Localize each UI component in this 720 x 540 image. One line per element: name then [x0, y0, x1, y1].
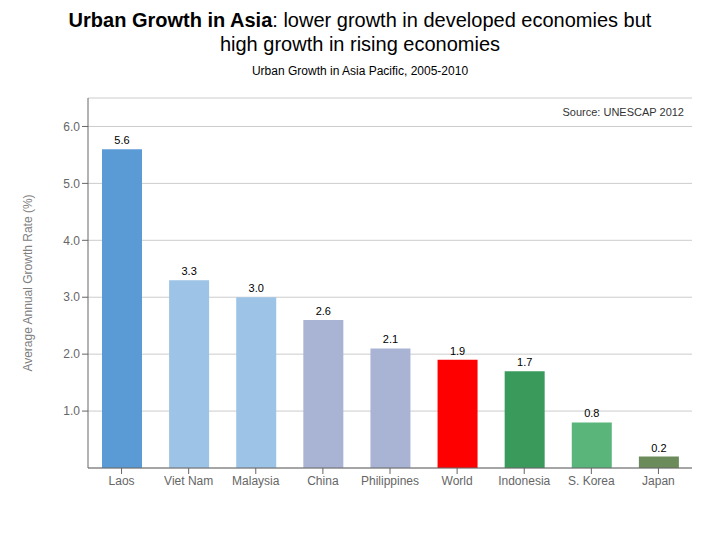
svg-text:2.6: 2.6	[316, 305, 331, 317]
html-text:Source: UNESCAP 2012: Source: UNESCAP 2012	[562, 106, 684, 118]
svg-text:4.0: 4.0	[63, 234, 80, 248]
svg-text:Malaysia: Malaysia	[232, 474, 280, 488]
svg-text:5.6: 5.6	[114, 134, 129, 146]
svg-text:1.9: 1.9	[450, 345, 465, 357]
svg-text:Laos: Laos	[109, 474, 135, 488]
html-text:Urban Growth in Asia: lower gr: Urban Growth in Asia: lower growth in de…	[68, 9, 652, 55]
svg-text:2.1: 2.1	[383, 333, 398, 345]
svg-text:3.3: 3.3	[181, 265, 196, 277]
svg-text:1.0: 1.0	[63, 404, 80, 418]
svg-text:1.7: 1.7	[517, 356, 532, 368]
svg-text:Average Annual Growth Rate (%): Average Annual Growth Rate (%)	[21, 194, 35, 371]
svg-text:Viet Nam: Viet Nam	[164, 474, 213, 488]
svg-text:3.0: 3.0	[63, 290, 80, 304]
svg-text:S. Korea: S. Korea	[568, 474, 615, 488]
svg-text:Philippines: Philippines	[361, 474, 419, 488]
svg-text:China: China	[307, 474, 339, 488]
svg-text:6.0: 6.0	[63, 120, 80, 134]
html-text:Urban Growth in Asia Pacific,: Urban Growth in Asia Pacific, 2005-2010	[251, 64, 469, 78]
svg-text:3.0: 3.0	[249, 282, 264, 294]
svg-text:0.8: 0.8	[584, 407, 599, 419]
svg-text:World: World	[442, 474, 473, 488]
svg-text:0.2: 0.2	[651, 442, 666, 454]
svg-text:Indonesia: Indonesia	[498, 474, 550, 488]
svg-text:2.0: 2.0	[63, 347, 80, 361]
svg-text:Japan: Japan	[642, 474, 675, 488]
svg-text:5.0: 5.0	[63, 177, 80, 191]
